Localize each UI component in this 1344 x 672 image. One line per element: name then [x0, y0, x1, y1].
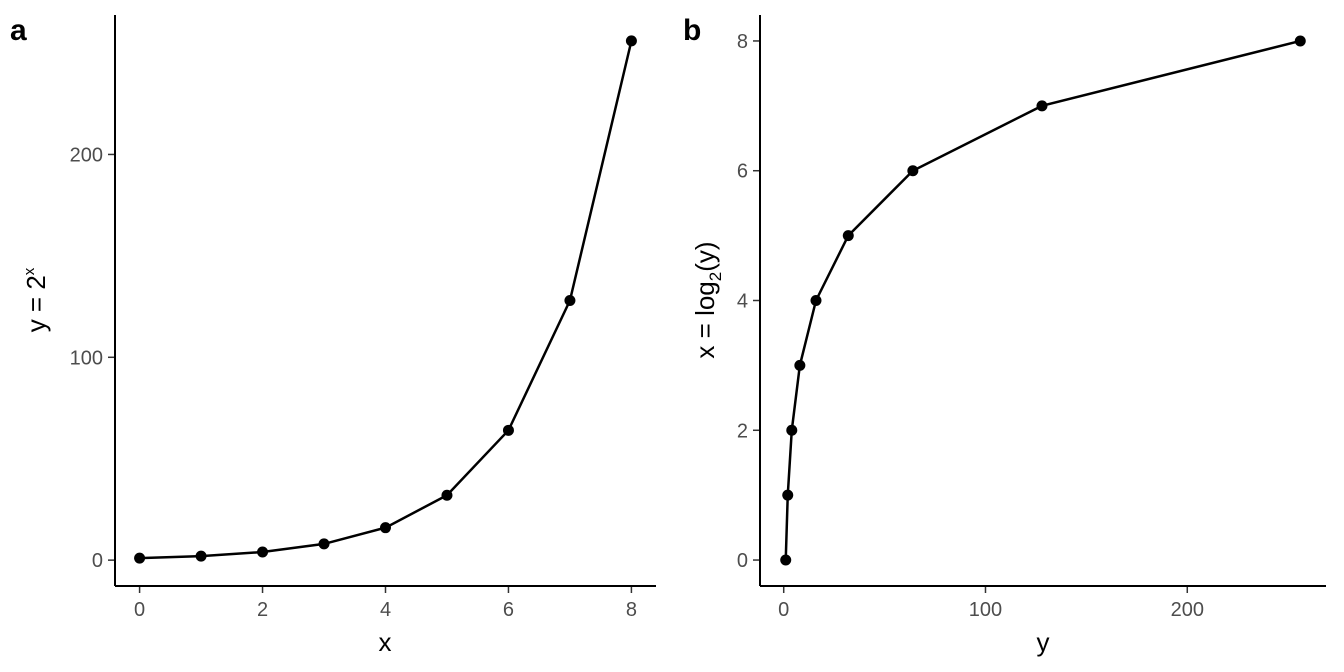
panel-b-tag: b — [683, 14, 701, 47]
panel-a-ticks: 0 2 4 6 8 0 100 200 — [70, 144, 637, 621]
panel-b-y-tick-label: 8 — [737, 31, 748, 53]
panel-b-y-tick-label: 2 — [737, 420, 748, 442]
panel-a-series — [134, 35, 637, 564]
panel-a-data-point — [502, 424, 514, 436]
panel-a: a 0 2 4 6 8 0 100 200 x y = 2x — [10, 14, 656, 657]
panel-a-y-axis-title: y = 2x — [21, 267, 51, 332]
panel-b-data-point — [782, 489, 794, 501]
panel-b-series-line — [784, 39, 1301, 561]
panel-a-data-point — [195, 550, 207, 562]
panel-a-x-tick-label: 2 — [257, 599, 268, 621]
panel-b-data-point — [786, 424, 798, 436]
panel-b-data-point — [842, 230, 854, 242]
panel-a-data-point — [257, 546, 269, 558]
panel-a-data-point — [134, 552, 146, 564]
panel-b-y-tick-label: 6 — [737, 161, 748, 183]
panel-b-x-tick-label: 0 — [778, 599, 789, 621]
panel-a-y-tick-label: 200 — [70, 144, 103, 166]
panel-b-data-point — [810, 295, 822, 306]
panel-b-x-tick-label: 200 — [1171, 599, 1204, 621]
panel-a-y-tick-label: 0 — [92, 550, 103, 572]
panel-a-data-point — [564, 295, 576, 306]
panel-a-data-point — [625, 35, 637, 47]
panel-a-x-tick-label: 4 — [380, 599, 391, 621]
panel-b-data-point — [794, 359, 806, 371]
panel-a-x-tick-label: 6 — [503, 599, 514, 621]
panel-b-y-tick-label: 0 — [737, 550, 748, 572]
panel-a-data-point — [441, 489, 453, 501]
panel-b-data-point — [780, 554, 792, 566]
panel-a-tag: a — [10, 14, 27, 47]
panel-a-x-tick-label: 0 — [134, 599, 145, 621]
panel-a-series-line — [139, 40, 633, 560]
panel-b-x-tick-label: 100 — [969, 599, 1002, 621]
panel-b-data-point — [907, 165, 919, 177]
panel-a-x-axis-title: x — [379, 627, 392, 657]
panel-b-data-point — [1294, 35, 1306, 47]
panel-a-data-point — [380, 522, 391, 534]
panel-b: b 0 100 200 0 2 4 6 8 y x = log2(y) — [683, 14, 1326, 657]
panel-b-data-point — [1036, 100, 1048, 112]
panel-a-x-tick-label: 8 — [626, 599, 637, 621]
panel-a-y-tick-label: 100 — [70, 347, 103, 369]
panel-b-ticks: 0 100 200 0 2 4 6 8 — [737, 31, 1204, 621]
panel-b-series — [780, 35, 1306, 566]
panel-b-y-axis-title: x = log2(y) — [690, 241, 725, 358]
panel-b-x-axis-title: y — [1037, 627, 1050, 657]
panel-a-data-point — [318, 538, 330, 550]
panel-b-y-tick-label: 4 — [737, 291, 748, 313]
